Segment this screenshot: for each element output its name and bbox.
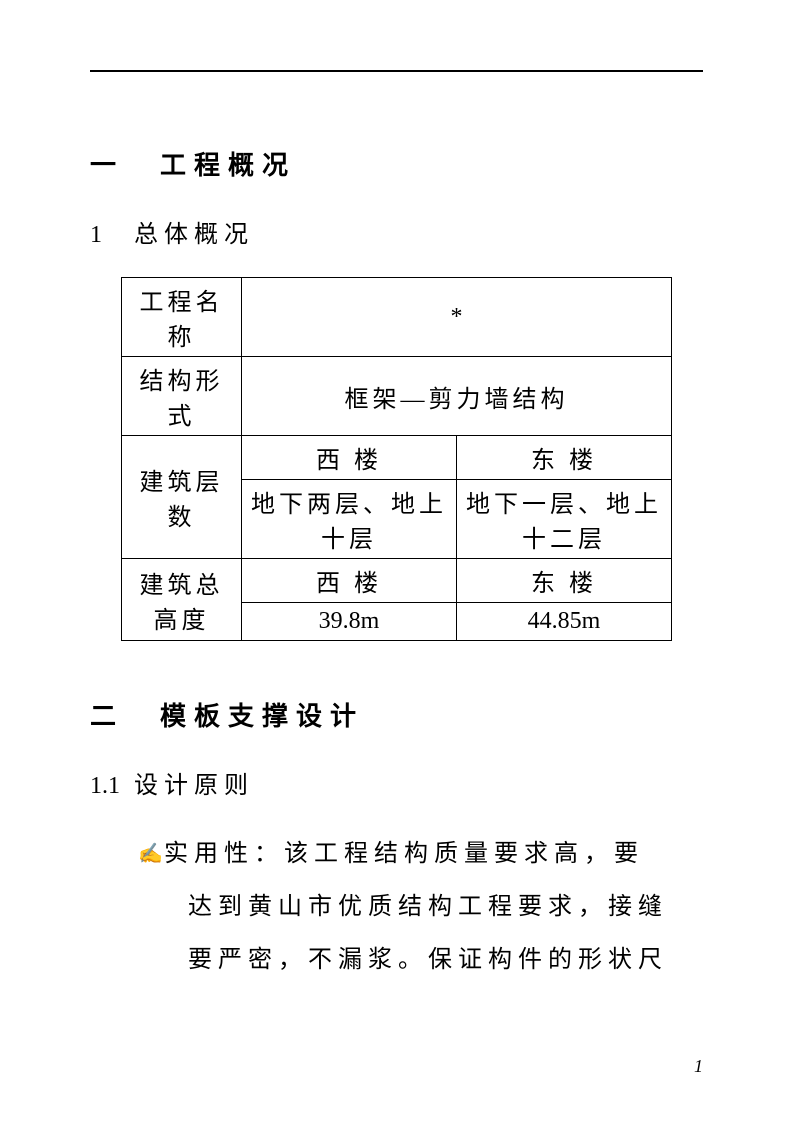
table-label-cell: 结构形式 bbox=[122, 357, 242, 436]
table-value-cell: 地下一层、地上十二层 bbox=[457, 480, 672, 559]
subsection-2-heading: 1.1设计原则 bbox=[90, 765, 703, 800]
subsection-2-number: 1.1 bbox=[90, 773, 134, 800]
table-header-cell: 西 楼 bbox=[242, 436, 457, 480]
section-2-heading: 二模板支撑设计 bbox=[90, 696, 703, 733]
body-line: 要严密，不漏浆。保证构件的形状尺 bbox=[188, 934, 703, 987]
table-value-cell: 44.85m bbox=[457, 603, 672, 641]
section-2-title: 模板支撑设计 bbox=[160, 701, 364, 731]
subsection-1-heading: 1总体概况 bbox=[90, 214, 703, 249]
bullet-hand-icon: ✍ bbox=[138, 832, 158, 876]
section-1-number: 一 bbox=[90, 145, 160, 182]
table-value-cell: 39.8m bbox=[242, 603, 457, 641]
table-label-cell: 建筑总高度 bbox=[122, 559, 242, 641]
subsection-2-title: 设计原则 bbox=[134, 773, 254, 799]
body-line: ✍实用性：该工程结构质量要求高，要 bbox=[138, 828, 703, 881]
table-row: 建筑层数 西 楼 东 楼 bbox=[122, 436, 672, 480]
body-text-line-1: 实用性：该工程结构质量要求高，要 bbox=[164, 841, 644, 867]
body-text-line-3: 要严密，不漏浆。保证构件的形状尺 bbox=[188, 947, 668, 973]
table-row: 结构形式 框架—剪力墙结构 bbox=[122, 357, 672, 436]
table-row: 工程名称 * bbox=[122, 278, 672, 357]
subsection-1-number: 1 bbox=[90, 222, 134, 249]
overview-table: 工程名称 * 结构形式 框架—剪力墙结构 建筑层数 西 楼 东 楼 地下两层、地… bbox=[121, 277, 672, 641]
table-label-cell: 建筑层数 bbox=[122, 436, 242, 559]
table-header-cell: 东 楼 bbox=[457, 559, 672, 603]
table-label-cell: 工程名称 bbox=[122, 278, 242, 357]
table-header-cell: 东 楼 bbox=[457, 436, 672, 480]
page-number: 1 bbox=[694, 1056, 703, 1077]
table-header-cell: 西 楼 bbox=[242, 559, 457, 603]
header-rule bbox=[90, 70, 703, 72]
body-paragraph: ✍实用性：该工程结构质量要求高，要 达到黄山市优质结构工程要求，接缝 要严密，不… bbox=[138, 828, 703, 986]
overview-table-wrapper: 工程名称 * 结构形式 框架—剪力墙结构 建筑层数 西 楼 东 楼 地下两层、地… bbox=[90, 277, 703, 641]
table-value-cell: 框架—剪力墙结构 bbox=[242, 357, 672, 436]
body-text-line-2: 达到黄山市优质结构工程要求，接缝 bbox=[188, 894, 668, 920]
section-1-heading: 一工程概况 bbox=[90, 145, 703, 182]
section-1-title: 工程概况 bbox=[160, 150, 296, 180]
table-value-cell: 地下两层、地上十层 bbox=[242, 480, 457, 559]
document-content: 一工程概况 1总体概况 工程名称 * 结构形式 框架—剪力墙结构 建筑层数 西 … bbox=[90, 145, 703, 986]
body-line: 达到黄山市优质结构工程要求，接缝 bbox=[188, 881, 703, 934]
subsection-1-title: 总体概况 bbox=[134, 222, 254, 248]
table-value-cell: * bbox=[242, 278, 672, 357]
table-row: 建筑总高度 西 楼 东 楼 bbox=[122, 559, 672, 603]
section-2-number: 二 bbox=[90, 696, 160, 733]
